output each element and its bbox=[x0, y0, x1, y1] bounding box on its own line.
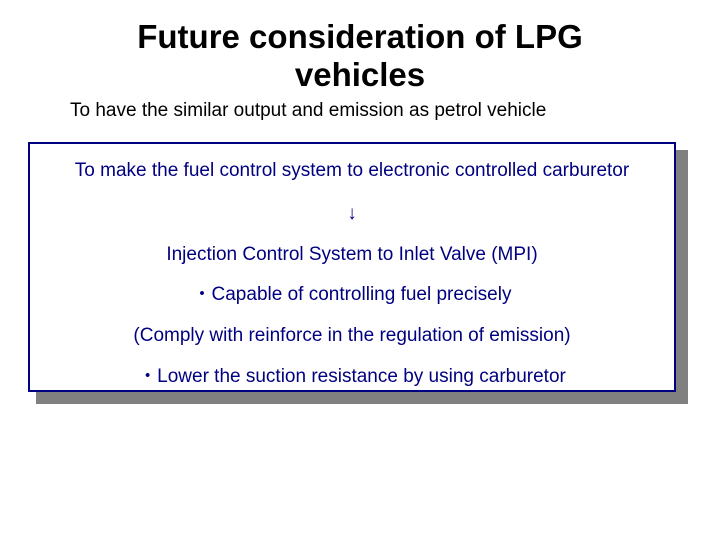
title-line-1: Future consideration of LPG bbox=[137, 18, 583, 55]
box-line-4: (Comply with reinforce in the regulation… bbox=[30, 325, 674, 348]
slide: Future consideration of LPG vehicles To … bbox=[0, 0, 720, 540]
title-line-2: vehicles bbox=[295, 56, 425, 93]
slide-title: Future consideration of LPG vehicles bbox=[60, 18, 660, 94]
slide-subtitle: To have the similar output and emission … bbox=[70, 100, 660, 122]
box-line-3: ・Capable of controlling fuel precisely bbox=[30, 284, 674, 307]
down-arrow-icon: ↓ bbox=[30, 203, 674, 226]
box-line-1: To make the fuel control system to elect… bbox=[30, 160, 674, 183]
content-box: To make the fuel control system to elect… bbox=[28, 142, 676, 392]
box-line-5: ・Lower the suction resistance by using c… bbox=[30, 366, 674, 389]
box-line-2: Injection Control System to Inlet Valve … bbox=[30, 244, 674, 267]
